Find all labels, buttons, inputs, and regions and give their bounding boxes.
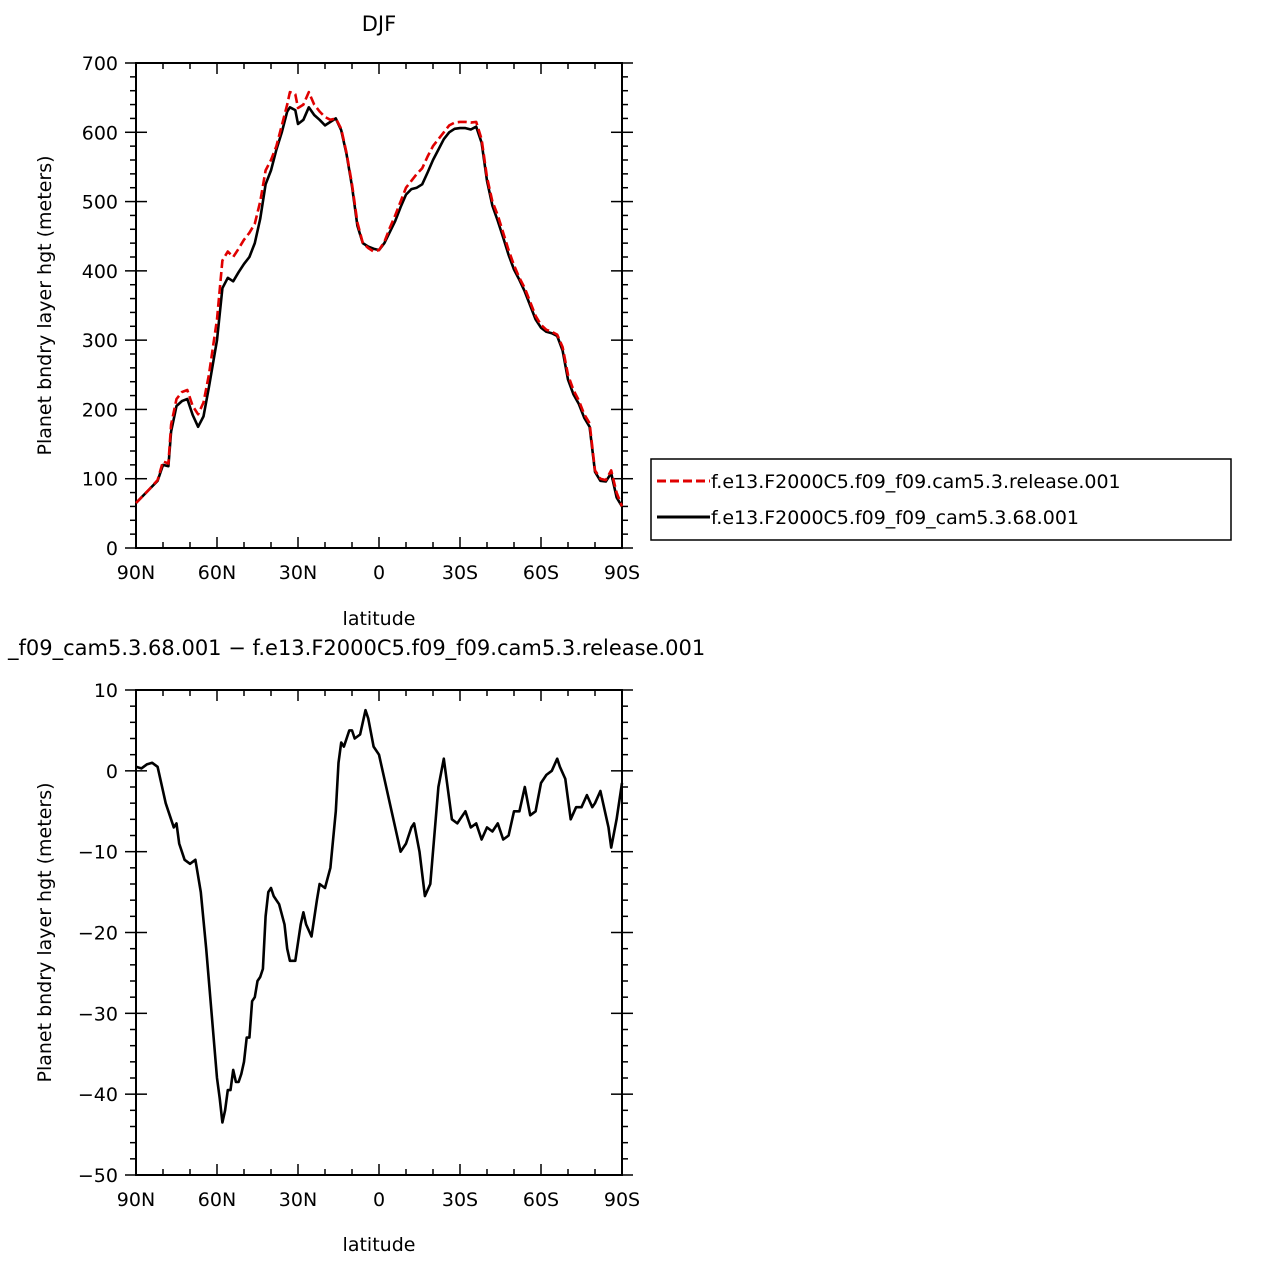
x-tick-label: 30N xyxy=(279,1189,317,1211)
top-y-axis-label: Planet bndry layer hgt (meters) xyxy=(34,155,56,455)
bottom-y-axis-label: Planet bndry layer hgt (meters) xyxy=(34,782,56,1082)
legend-label-release: f.e13.F2000C5.f09_f09.cam5.3.release.001 xyxy=(711,471,1121,493)
top-x-tick-labels: 90N 60N 30N 0 30S 60S 90S xyxy=(117,562,640,584)
x-tick-label: 90S xyxy=(604,562,640,584)
bottom-series xyxy=(135,708,624,1124)
top-chart-title: DJF xyxy=(362,12,396,36)
x-tick-label: 30S xyxy=(442,1189,478,1211)
legend-box xyxy=(650,458,1232,541)
x-tick-label: 90S xyxy=(604,1189,640,1211)
y-tick-label: 400 xyxy=(82,261,118,283)
x-tick-label: 30S xyxy=(442,562,478,584)
legend-label-cam5368: f.e13.F2000C5.f09_f09_cam5.3.68.001 xyxy=(711,507,1079,529)
y-tick-label: −50 xyxy=(78,1165,118,1187)
x-tick-label: 90N xyxy=(117,1189,155,1211)
top-x-axis-label: latitude xyxy=(343,608,416,630)
y-tick-label: 0 xyxy=(106,761,118,783)
top-plot-frame xyxy=(135,62,623,549)
x-tick-label: 60S xyxy=(523,1189,559,1211)
top-ticks xyxy=(125,62,633,549)
y-tick-label: 500 xyxy=(82,192,118,214)
x-tick-label: 60N xyxy=(198,562,236,584)
y-tick-label: 200 xyxy=(82,399,118,421)
x-tick-label: 0 xyxy=(373,1189,385,1211)
top-series xyxy=(135,90,624,508)
y-tick-label: −40 xyxy=(78,1084,118,1106)
y-tick-label: 10 xyxy=(94,680,118,702)
top-chart: DJF 90N 60N 30N 0 30S 60S 90S 0 100 200 300 400 500… xyxy=(34,12,640,630)
y-tick-label: −10 xyxy=(78,842,118,864)
y-tick-label: −20 xyxy=(78,923,118,945)
series-line-dashed xyxy=(135,90,624,507)
y-tick-label: 600 xyxy=(82,122,118,144)
bottom-x-tick-labels: 90N 60N 30N 0 30S 60S 90S xyxy=(117,1189,640,1211)
legend: f.e13.F2000C5.f09_f09.cam5.3.release.001… xyxy=(650,458,1232,541)
y-tick-label: 100 xyxy=(82,469,118,491)
x-tick-label: 60S xyxy=(523,562,559,584)
x-tick-label: 30N xyxy=(279,562,317,584)
y-tick-label: −30 xyxy=(78,1003,118,1025)
series-line-solid xyxy=(135,708,624,1124)
y-tick-label: 300 xyxy=(82,330,118,352)
series-line-solid xyxy=(135,106,624,508)
bottom-plot-frame xyxy=(135,689,623,1176)
top-y-tick-labels: 0 100 200 300 400 500 600 700 xyxy=(82,53,118,560)
bottom-y-tick-labels: −50 −40 −30 −20 −10 0 10 xyxy=(78,680,118,1187)
x-tick-label: 0 xyxy=(373,562,385,584)
bottom-chart: _f09_cam5.3.68.001 − f.e13.F2000C5.f09_f… xyxy=(7,636,705,1256)
y-tick-label: 0 xyxy=(106,538,118,560)
bottom-chart-title: _f09_cam5.3.68.001 − f.e13.F2000C5.f09_f… xyxy=(7,636,705,661)
y-tick-label: 700 xyxy=(82,53,118,75)
bottom-x-axis-label: latitude xyxy=(343,1234,416,1256)
x-tick-label: 60N xyxy=(198,1189,236,1211)
x-tick-label: 90N xyxy=(117,562,155,584)
